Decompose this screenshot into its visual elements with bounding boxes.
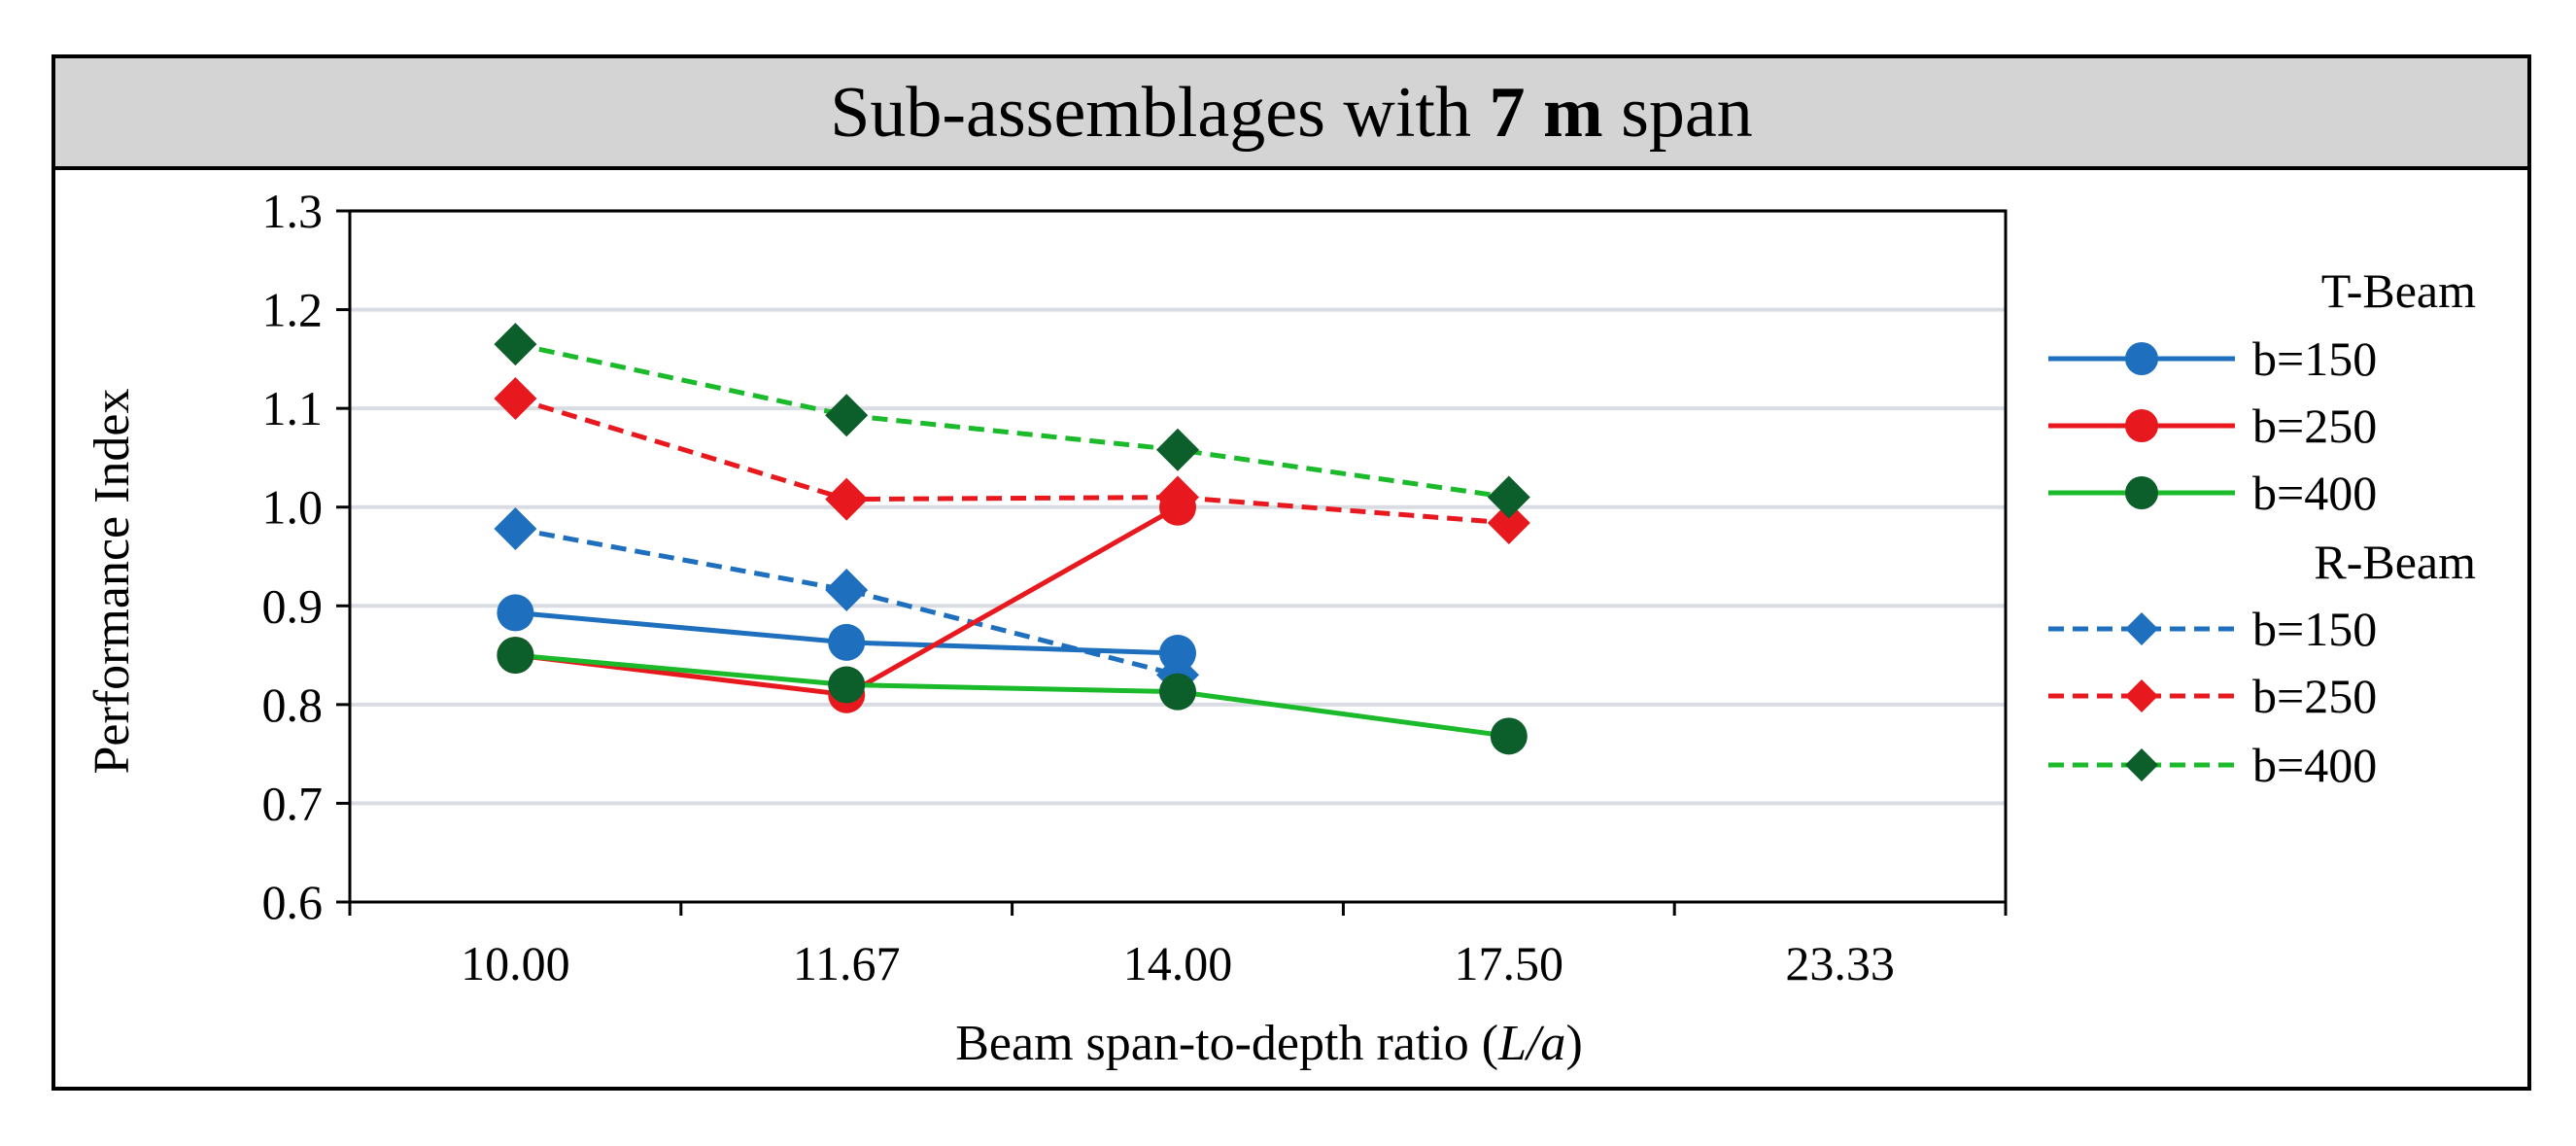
title-band <box>52 54 2531 170</box>
y-tick-label: 0.7 <box>262 776 324 830</box>
x-axis-title-italic: L/a <box>1497 1016 1565 1071</box>
series-line <box>514 341 1510 501</box>
chart-title-suffix: span <box>1603 73 1753 153</box>
y-axis-title: Performance Index <box>85 388 140 774</box>
legend-label: b=400 <box>2252 738 2377 792</box>
data-point <box>1490 717 1528 755</box>
data-point <box>825 569 869 612</box>
y-tick-label: 0.8 <box>262 677 324 732</box>
data-point <box>1487 475 1530 519</box>
series-r-beam-b-400 <box>494 323 1530 519</box>
data-point <box>1159 488 1196 526</box>
x-axis-title-suffix: ) <box>1565 1016 1582 1071</box>
legend-marker <box>2125 409 2158 442</box>
legend-label: b=400 <box>2252 466 2377 520</box>
y-tick-label: 1.1 <box>262 381 324 435</box>
legend-marker <box>2125 748 2158 781</box>
series <box>494 323 1530 755</box>
series-t-beam-b-400 <box>497 637 1528 755</box>
legend-marker <box>2125 476 2158 509</box>
x-axis-title: Beam span-to-depth ratio (L/a) <box>955 1016 1583 1071</box>
data-point <box>828 666 866 704</box>
legend-label: b=150 <box>2252 331 2377 386</box>
legend-label: b=150 <box>2252 602 2377 656</box>
x-tick-label: 17.50 <box>1455 936 1564 990</box>
data-point <box>825 394 869 437</box>
legend-item: b=250 <box>2048 399 2377 453</box>
tick-labels: 0.6 0.7 0.8 0.9 1.0 1.1 1.2 1.3 10.00 11.67 14.00 1… <box>262 184 1895 990</box>
chart-title: Sub-assemblages with 7 m span <box>830 73 1753 153</box>
legend-label: b=250 <box>2252 669 2377 723</box>
legend-item: b=400 <box>2048 738 2377 792</box>
chart-title-bold: 7 m <box>1489 73 1602 153</box>
series-line <box>515 652 1510 739</box>
data-point <box>1159 673 1196 711</box>
data-point <box>494 507 537 551</box>
data-point <box>1159 635 1196 673</box>
legend-marker <box>2125 342 2158 375</box>
legend-item: b=150 <box>2048 331 2377 386</box>
y-tick-label: 1.0 <box>262 480 324 535</box>
data-point <box>1156 428 1199 471</box>
x-tick-label: 14.00 <box>1123 936 1233 990</box>
series-line <box>514 526 1179 677</box>
y-tick-label: 1.3 <box>262 184 324 238</box>
series-line <box>514 396 1509 526</box>
axes <box>336 209 2008 916</box>
y-tick-label: 0.9 <box>262 578 324 633</box>
y-tick-label: 1.2 <box>262 283 324 337</box>
data-point <box>825 477 869 521</box>
legend-label: b=250 <box>2252 399 2377 453</box>
x-tick-label: 10.00 <box>461 936 570 990</box>
x-tick-label: 11.67 <box>793 936 901 990</box>
x-tick-label: 23.33 <box>1785 936 1895 990</box>
y-tick-label: 0.6 <box>262 875 324 929</box>
series-t-beam-b-150 <box>497 594 1196 673</box>
chart-border <box>52 54 2531 1091</box>
data-point <box>1487 501 1530 544</box>
legend-group-title: T-Beam <box>2321 263 2476 318</box>
data-point <box>497 594 534 632</box>
data-point <box>497 637 534 675</box>
legend-item: b=150 <box>2048 602 2377 656</box>
data-point <box>828 623 866 661</box>
plot-area <box>348 209 2008 904</box>
legend: T-Beam b=150 b=250 b=400 R-Beam b=150 b=250 b=4… <box>2048 263 2476 792</box>
data-point <box>494 323 537 366</box>
x-axis-title-prefix: Beam span-to-depth ratio ( <box>955 1016 1498 1071</box>
chart-title-prefix: Sub-assemblages with <box>830 73 1489 153</box>
legend-marker <box>2125 612 2158 645</box>
legend-item: b=400 <box>2048 466 2377 520</box>
legend-item: b=250 <box>2048 669 2377 723</box>
legend-group-title: R-Beam <box>2314 535 2476 589</box>
data-point <box>494 376 537 420</box>
legend-marker <box>2125 679 2158 712</box>
